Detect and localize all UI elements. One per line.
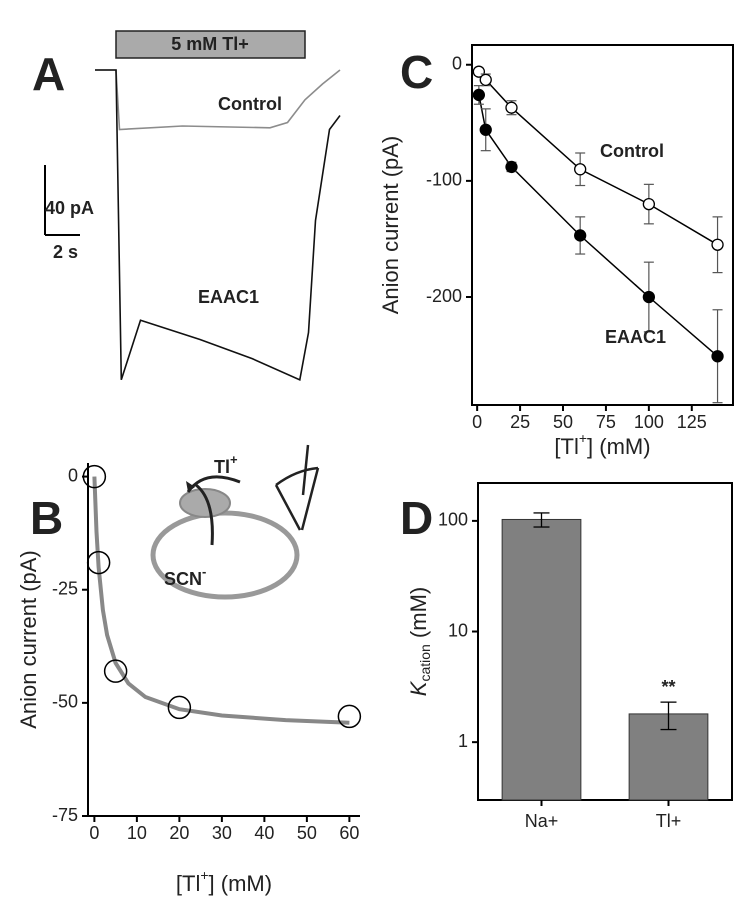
bar bbox=[501, 518, 582, 801]
pipette bbox=[274, 466, 320, 531]
inset-label: SCN- bbox=[164, 564, 206, 588]
series-label: Control bbox=[600, 141, 664, 161]
point bbox=[82, 464, 107, 489]
trace-label: EAAC1 bbox=[198, 287, 259, 307]
y-axis-label-part: K bbox=[406, 680, 431, 696]
plot-frame bbox=[477, 482, 733, 801]
panel-label: C bbox=[400, 46, 433, 98]
x-tick-label: 10 bbox=[127, 823, 147, 843]
point bbox=[103, 659, 128, 683]
y-axis-label-part: cation bbox=[417, 644, 433, 681]
x-tick-label: 0 bbox=[472, 412, 482, 432]
scale-label: 40 pA bbox=[45, 198, 94, 218]
y-tick-label: 100 bbox=[438, 510, 468, 530]
arrow-head bbox=[186, 481, 195, 492]
trace-label: Control bbox=[218, 94, 282, 114]
y-tick-label: 1 bbox=[458, 731, 468, 751]
y-tick-label: -75 bbox=[52, 805, 78, 825]
x-axis-label: [Tl+] (mM) bbox=[554, 430, 650, 459]
series-label: EAAC1 bbox=[605, 327, 666, 347]
point bbox=[711, 238, 724, 251]
trace bbox=[95, 69, 341, 131]
inset-label-part: SCN bbox=[164, 569, 202, 589]
x-tick-label: 0 bbox=[89, 823, 99, 843]
inset-cartoon bbox=[150, 444, 320, 600]
y-tick-label: -50 bbox=[52, 692, 78, 712]
y-tick-label: 0 bbox=[68, 465, 78, 485]
anion-arrow bbox=[195, 483, 214, 546]
series-line bbox=[478, 71, 718, 246]
scale-label: 2 s bbox=[53, 242, 78, 262]
point bbox=[505, 101, 518, 114]
x-tick-label: Tl+ bbox=[656, 811, 682, 831]
inset-label-part: Tl bbox=[214, 457, 230, 477]
point bbox=[86, 550, 111, 575]
point bbox=[472, 88, 486, 102]
x-tick-label: 60 bbox=[339, 823, 359, 843]
point bbox=[337, 704, 362, 729]
point bbox=[642, 197, 656, 211]
panel-label: D bbox=[400, 492, 433, 544]
plot-frame bbox=[471, 44, 734, 406]
x-tick-label: 50 bbox=[553, 412, 573, 432]
point bbox=[574, 163, 587, 176]
point bbox=[574, 229, 587, 242]
x-axis-label-part: [Tl bbox=[554, 434, 578, 459]
fit-curve bbox=[92, 476, 350, 725]
y-axis-label: Anion current (pA) bbox=[16, 550, 41, 729]
y-axis-label: Anion current (pA) bbox=[378, 136, 403, 315]
panel-label: B bbox=[30, 492, 63, 544]
x-axis-label-part: + bbox=[579, 430, 587, 446]
x-tick-label: 75 bbox=[596, 412, 616, 432]
x-tick-label: 40 bbox=[254, 823, 274, 843]
x-tick-label: 25 bbox=[510, 412, 530, 432]
x-tick-label: Na+ bbox=[525, 811, 559, 831]
point bbox=[167, 695, 192, 720]
significance: ** bbox=[661, 677, 675, 697]
x-tick-label: 50 bbox=[297, 823, 317, 843]
point bbox=[479, 73, 492, 86]
inset-label-part: - bbox=[202, 564, 206, 579]
y-tick-label: -100 bbox=[426, 170, 462, 190]
x-axis-label-part: ] (mM) bbox=[209, 871, 273, 896]
series-line bbox=[478, 94, 718, 357]
panel-label: A bbox=[32, 48, 65, 100]
transporter bbox=[179, 488, 231, 518]
point bbox=[479, 123, 492, 136]
x-axis-label-part: + bbox=[200, 867, 208, 883]
point bbox=[505, 160, 518, 174]
application-label: 5 mM Tl+ bbox=[171, 34, 249, 54]
inset-label-part: + bbox=[230, 452, 238, 467]
y-axis-label-part: (mM) bbox=[406, 587, 431, 644]
y-tick-label: -25 bbox=[52, 578, 78, 598]
x-axis-label-part: [Tl bbox=[176, 871, 200, 896]
point bbox=[711, 350, 724, 363]
y-tick-label: 10 bbox=[448, 620, 468, 640]
y-axis-label: Kcation (mM) bbox=[406, 587, 433, 696]
x-tick-label: 20 bbox=[169, 823, 189, 843]
pipette-wire bbox=[301, 444, 310, 496]
y-tick-label: 0 bbox=[452, 53, 462, 73]
x-tick-label: 125 bbox=[677, 412, 707, 432]
application-bar bbox=[115, 30, 306, 59]
y-tick-label: -200 bbox=[426, 286, 462, 306]
cell bbox=[150, 510, 300, 600]
point bbox=[642, 290, 656, 304]
x-tick-label: 30 bbox=[212, 823, 232, 843]
x-axis-label-part: ] (mM) bbox=[587, 434, 651, 459]
x-tick-label: 100 bbox=[634, 412, 664, 432]
trace bbox=[95, 69, 341, 381]
inset-label: Tl+ bbox=[214, 452, 238, 476]
x-axis-label: [Tl+] (mM) bbox=[176, 867, 272, 896]
